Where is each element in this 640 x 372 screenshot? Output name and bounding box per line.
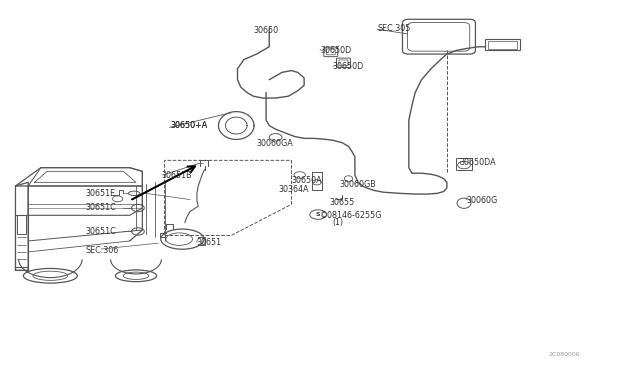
Text: 30060G: 30060G: [466, 196, 497, 205]
Text: 30650+A: 30650+A: [171, 121, 208, 130]
Text: 30650: 30650: [253, 26, 278, 35]
Text: 30651B: 30651B: [161, 170, 192, 180]
Text: SEC.305: SEC.305: [377, 24, 410, 33]
Text: 30060GA: 30060GA: [257, 140, 293, 148]
Text: 30650D: 30650D: [320, 46, 351, 55]
Bar: [17, 215, 26, 234]
Text: 30060GB: 30060GB: [339, 180, 376, 189]
Text: S: S: [316, 212, 321, 217]
Bar: [456, 158, 472, 170]
Text: ©08146-6255G: ©08146-6255G: [320, 211, 383, 220]
Text: 30651C: 30651C: [85, 227, 116, 236]
Text: 30651: 30651: [196, 238, 221, 247]
Text: 30650DA: 30650DA: [460, 158, 496, 167]
Text: SEC.306: SEC.306: [85, 246, 118, 254]
Text: 2C080006: 2C080006: [548, 352, 580, 357]
Text: 30650D: 30650D: [333, 62, 364, 71]
Text: 30650+A: 30650+A: [171, 121, 208, 130]
Text: 30655: 30655: [330, 198, 355, 207]
Bar: [488, 41, 516, 49]
Text: 30650A: 30650A: [291, 176, 322, 185]
Text: 30651E: 30651E: [85, 189, 115, 198]
Text: 30364A: 30364A: [279, 185, 309, 194]
Bar: [485, 39, 520, 51]
Text: (1): (1): [333, 218, 344, 227]
Text: 30651C: 30651C: [85, 203, 116, 212]
